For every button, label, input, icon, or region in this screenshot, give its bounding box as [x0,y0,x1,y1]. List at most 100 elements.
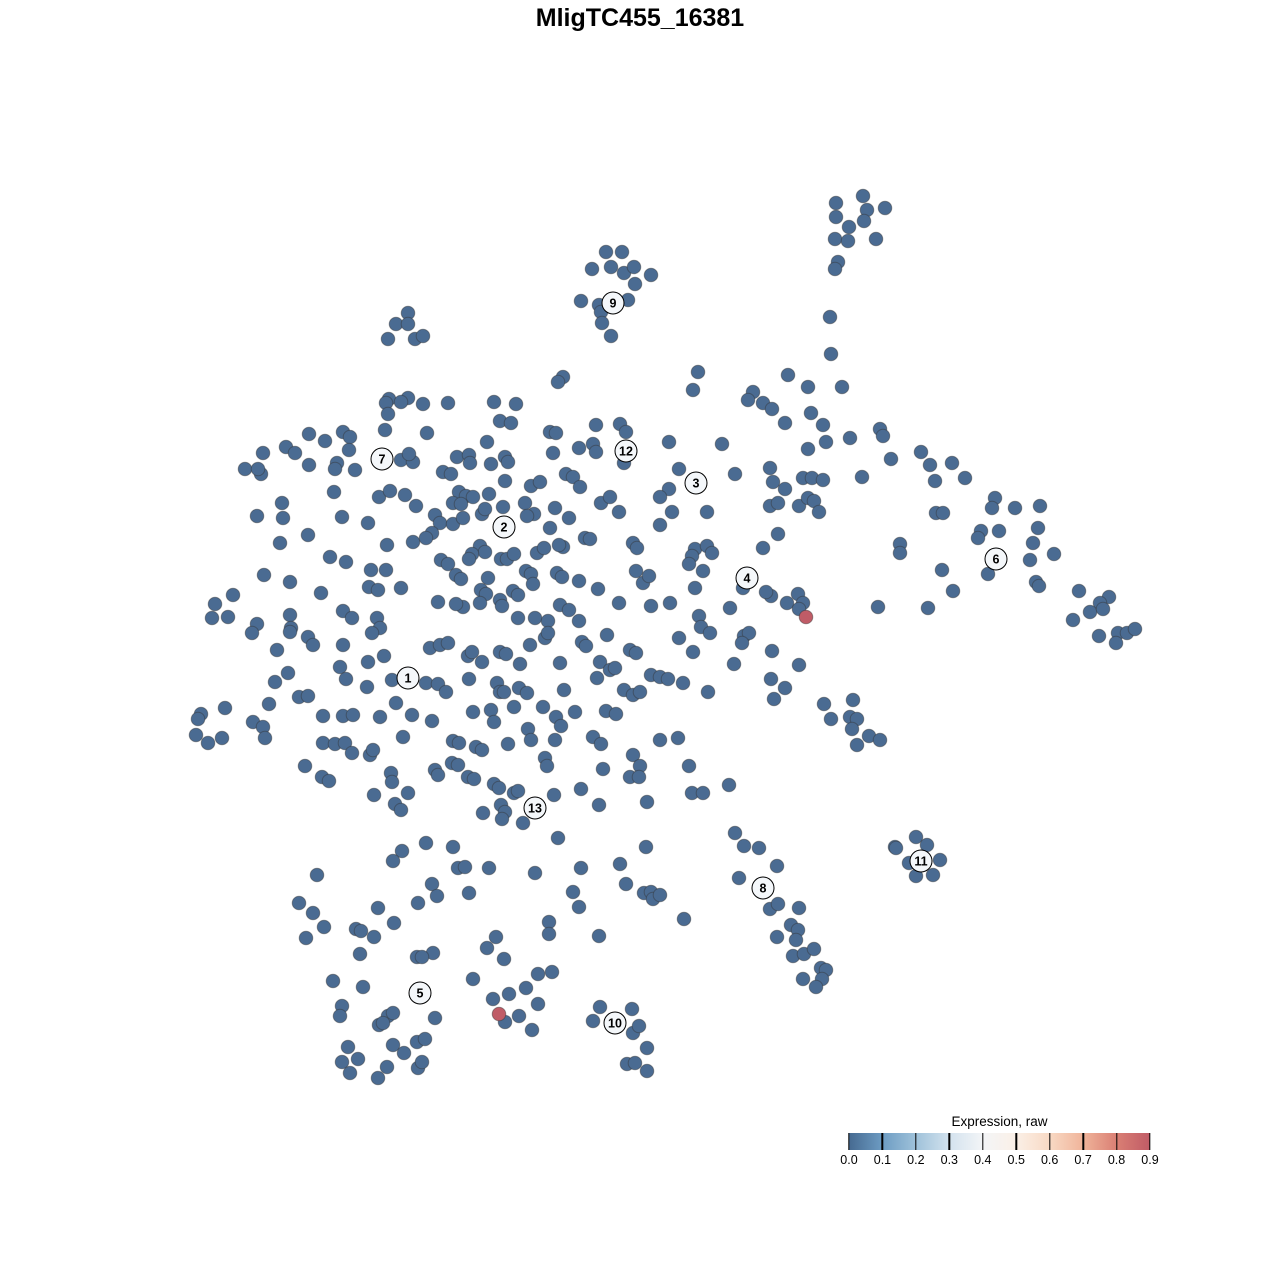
scatter-point [550,374,566,390]
scatter-point [573,293,589,309]
scatter-point [908,829,924,845]
scatter-point [461,885,477,901]
scatter-point [565,884,581,900]
scatter-point [332,659,348,675]
scatter-point [315,708,331,724]
scatter-point [584,261,600,277]
scatter-point [855,188,871,204]
scatter-point [539,758,555,774]
scatter-point [573,781,589,797]
scatter-point [935,505,951,521]
scatter-point [822,309,838,325]
scatter-point [1025,535,1041,551]
scatter-point [627,1055,643,1071]
scatter-point [479,434,495,450]
scatter-point [687,580,703,596]
scatter-point [523,732,539,748]
scatter-point [766,691,782,707]
scatter-point [845,692,861,708]
scatter-point [611,595,627,611]
scatter-point [287,445,303,461]
scatter-point [405,534,421,550]
scatter-point [815,472,831,488]
scatter-point [892,545,908,561]
scatter-point [779,595,795,611]
scatter-point [545,445,561,461]
scatter-point [370,1070,386,1086]
legend-tick-label: 0.7 [1074,1153,1092,1167]
scatter-point [547,732,563,748]
scatter-point [628,645,644,661]
scatter-point [671,630,687,646]
scatter-point [803,405,819,421]
scatter-point [727,466,743,482]
scatter-point [396,1045,412,1061]
scatter-point [244,625,260,641]
scatter-point [690,364,706,380]
scatter-point [465,704,481,720]
scatter-point [474,654,490,670]
scatter-point [321,773,337,789]
scatter-point [700,684,716,700]
scatter-point [217,700,233,716]
scatter-point [925,867,941,883]
scatter-point [788,932,804,948]
expression-legend: Expression, raw 0.0 0.1 0.2 0.3 0.4 0.5 0.6 0.7… [840,1114,1158,1169]
legend-tick-line [881,1133,884,1150]
scatter-point [565,469,581,485]
scatter-point [462,455,478,471]
scatter-point [261,696,277,712]
scatter-point [379,537,395,553]
scatter-point [632,684,648,700]
scatter-point [1030,520,1046,536]
cluster-label-3: 3 [684,471,708,495]
scatter-point [714,436,730,452]
scatter-point [764,401,780,417]
legend-tick-line [1149,1133,1151,1150]
scatter-point [624,1001,640,1017]
scatter-point [340,1039,356,1055]
scatter-point [770,896,786,912]
scatter-point [944,455,960,471]
cluster-label-8: 8 [751,876,775,900]
scatter-point [353,923,369,939]
scatter-point [589,670,605,686]
scatter-point [360,654,376,670]
scatter-point [455,510,471,526]
scatter-point [366,787,382,803]
scatter-point [496,951,512,967]
scatter-point [770,526,786,542]
scatter-point [791,657,807,673]
scatter-point [486,394,502,410]
cluster-label-5: 5 [408,981,432,1005]
scatter-point [510,610,526,626]
scatter-point [541,926,557,942]
scatter-point [424,713,440,729]
scatter-point [415,396,431,412]
scatter-point [457,859,473,875]
scatter-point [769,929,785,945]
scatter-point [695,785,711,801]
scatter-point [465,489,481,505]
scatter-point [573,860,589,876]
scatter-point [370,900,386,916]
scatter-point [870,599,886,615]
scatter-point [449,449,465,465]
scatter-point [486,714,502,730]
scatter-point [588,444,604,460]
scatter-point [352,946,368,962]
scatter-point [322,549,338,565]
legend-tick-label: 0.1 [873,1153,892,1167]
scatter-point [625,747,641,763]
scatter-point [681,758,697,774]
scatter-point [500,454,516,470]
legend-tick-label: 0.5 [1007,1153,1025,1167]
scatter-point [370,582,386,598]
legend-tick-line [1048,1133,1051,1150]
scatter-point [877,200,893,216]
cluster-label-2: 2 [492,515,516,539]
scatter-point [553,718,569,734]
scatter-point [639,1063,655,1079]
scatter-point [269,642,285,658]
scatter-point [300,688,316,704]
